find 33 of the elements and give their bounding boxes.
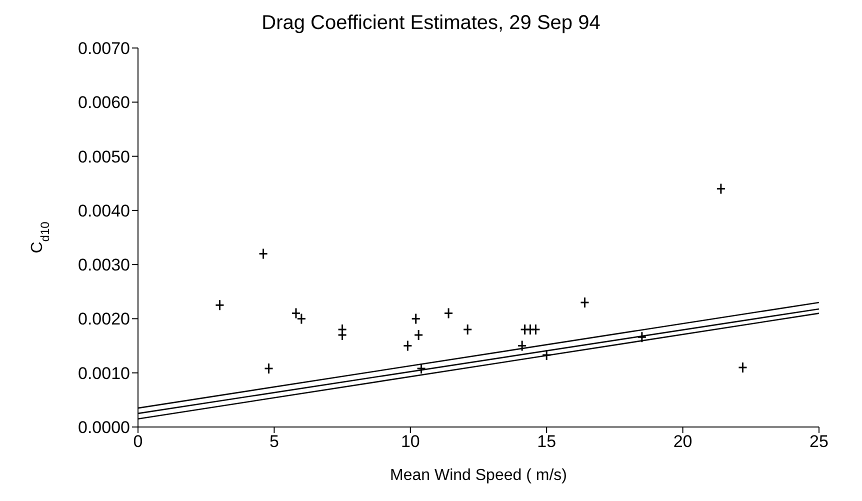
point <box>637 331 647 343</box>
point <box>264 362 274 374</box>
point <box>214 299 224 311</box>
point <box>542 349 552 361</box>
x-axis-title: Mean Wind Speed ( m/s) <box>390 467 567 484</box>
point <box>738 362 748 374</box>
y-tick-label: 0.0030 <box>78 256 130 275</box>
x-tick-label: 20 <box>673 432 692 452</box>
point <box>462 324 472 336</box>
y-tick-label: 0.0070 <box>78 39 130 58</box>
point <box>416 362 426 374</box>
y-tick-label: 0.0000 <box>78 418 130 438</box>
point <box>402 340 412 352</box>
y-tick-label: 0.0040 <box>78 201 130 220</box>
x-tick-label: 5 <box>269 432 279 452</box>
point <box>258 248 268 260</box>
point <box>517 340 527 352</box>
y-tick-label: 0.0010 <box>78 364 130 383</box>
x-tick-label: 0 <box>133 432 143 452</box>
point <box>530 324 540 336</box>
point <box>580 296 590 308</box>
y-tick-label: 0.0050 <box>78 147 130 166</box>
point <box>716 183 726 195</box>
x-tick-label: 25 <box>810 432 828 452</box>
y-tick-label: 0.0060 <box>78 93 130 112</box>
point <box>444 308 454 320</box>
point <box>414 329 424 341</box>
chart-title: Drag Coefficient Estimates, 29 Sep 94 <box>262 12 600 34</box>
x-tick-label: 10 <box>400 432 420 452</box>
point <box>411 312 421 324</box>
y-tick-label: 0.0020 <box>78 310 130 329</box>
point <box>338 329 348 341</box>
x-tick-label: 15 <box>537 432 556 452</box>
